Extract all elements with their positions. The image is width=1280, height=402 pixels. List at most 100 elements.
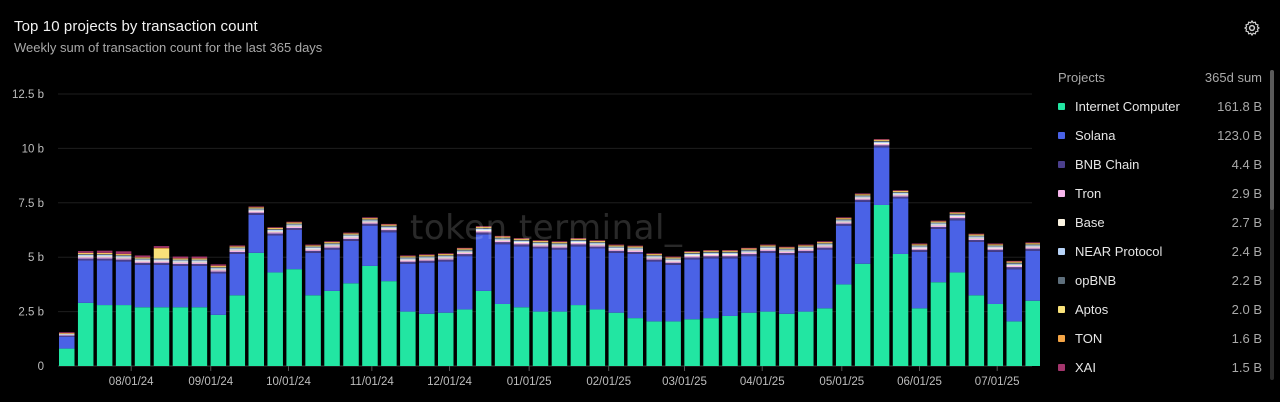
bar-segment (627, 250, 643, 252)
legend-item[interactable]: Base 2.7 B (1048, 208, 1268, 237)
bar-segment (153, 258, 170, 260)
bar-segment (684, 259, 700, 320)
bar-segment (1025, 247, 1040, 249)
bar-segment (741, 247, 757, 249)
bar-segment (305, 249, 321, 251)
bar-segment (703, 258, 719, 319)
bar-segment (741, 312, 757, 366)
bar-segment (779, 248, 795, 250)
legend-item[interactable]: Aptos 2.0 B (1048, 295, 1268, 324)
y-axis-ticks: 0 2.5 b 5 b 7.5 b 10 b 12.5 b (12, 89, 44, 373)
legend-item[interactable]: XAI 1.5 B (1048, 353, 1268, 382)
bar-segment (475, 290, 492, 366)
bar-segment (779, 246, 795, 248)
bar-segment (153, 247, 170, 249)
bar-segment (741, 256, 757, 313)
bar-segment (779, 249, 795, 251)
bar-segment (172, 258, 189, 260)
bar-segment (873, 145, 890, 148)
bar-segment (551, 245, 568, 247)
bar-segment (191, 258, 208, 260)
legend-item[interactable]: Internet Computer 161.8 B (1048, 92, 1268, 121)
bar-segment (987, 303, 1004, 366)
bar-segment (1025, 250, 1040, 301)
x-tick-label: 11/01/24 (350, 376, 395, 388)
bar-segment (665, 262, 681, 265)
bar-segment (210, 314, 227, 366)
bar-segment (96, 255, 113, 257)
bar-segment (835, 219, 852, 221)
x-tick-label: 02/01/25 (586, 376, 631, 388)
bar-segment (513, 240, 530, 241)
bar-segment (438, 258, 454, 260)
bar-segment (1006, 267, 1022, 270)
legend-scrollbar[interactable] (1270, 70, 1274, 380)
bar-segment (172, 260, 189, 262)
bar-segment (835, 220, 852, 222)
bar-segment (456, 249, 473, 250)
bar-segment (248, 210, 264, 212)
bar-segment (1025, 243, 1040, 245)
bar-segment (798, 252, 814, 312)
legend-item[interactable]: NEAR Protocol 2.4 B (1048, 237, 1268, 266)
bar-segment (381, 224, 397, 226)
bar-segment (798, 245, 814, 247)
bar-segment (646, 261, 662, 322)
bar-segment (248, 207, 264, 209)
bar-segment (608, 244, 625, 246)
bar-segment (305, 244, 321, 246)
bar-segment (475, 230, 492, 232)
gear-icon[interactable] (1243, 19, 1261, 37)
bar-segment (532, 240, 549, 242)
bar-segment (191, 262, 208, 264)
bar-segment (96, 254, 113, 256)
bar-segment (873, 142, 890, 145)
legend-item[interactable]: opBNB 2.2 B (1048, 266, 1268, 295)
bar-segment (892, 193, 909, 195)
bar-segment (835, 218, 852, 219)
bar-segment (684, 319, 700, 366)
bar-segment (210, 270, 227, 272)
y-tick-label: 12.5 b (12, 89, 44, 101)
legend-item-name: Solana (1075, 128, 1116, 143)
bar-segment (987, 246, 1004, 248)
bar-segment (513, 244, 530, 247)
bar-segment (475, 234, 492, 291)
bar-segment (419, 255, 435, 256)
bar-segment (949, 214, 966, 216)
bar-segment (608, 252, 625, 313)
legend-scrollbar-thumb[interactable] (1270, 70, 1274, 210)
bar-segment (381, 223, 397, 225)
bar-segment (267, 232, 283, 234)
x-tick-label: 08/01/24 (109, 376, 154, 388)
bar-segment (741, 254, 757, 257)
bar-segment (817, 247, 833, 250)
bar-segment (267, 231, 283, 233)
bar-segment (684, 251, 700, 253)
legend-swatch (1058, 277, 1065, 284)
bar-segment (684, 251, 700, 252)
bar-segment (362, 221, 378, 223)
bar-segment (267, 229, 283, 230)
legend-item-name: opBNB (1075, 273, 1117, 288)
bar-segment (817, 242, 833, 244)
legend-item-value: 2.2 B (1231, 273, 1262, 288)
legend-item[interactable]: Solana 123.0 B (1048, 121, 1268, 150)
bar-segment (703, 250, 719, 252)
bar-segment (381, 225, 397, 226)
chart-title: Top 10 projects by transaction count (14, 18, 258, 35)
legend-item[interactable]: Tron 2.9 B (1048, 179, 1268, 208)
bar-segment (191, 256, 208, 259)
bar-segment (248, 207, 264, 208)
bar-segment (817, 241, 833, 242)
bar-segment (930, 224, 947, 226)
bar-segment (513, 307, 530, 366)
bar-segment (835, 222, 852, 224)
bar-segment (854, 194, 871, 196)
bar-segment (419, 257, 435, 259)
bar-segment (589, 242, 606, 244)
legend-item[interactable]: BNB Chain 4.4 B (1048, 150, 1268, 179)
bar-segment (153, 260, 170, 262)
x-tick-label: 07/01/25 (975, 376, 1020, 388)
legend-item[interactable]: TON 1.6 B (1048, 324, 1268, 353)
